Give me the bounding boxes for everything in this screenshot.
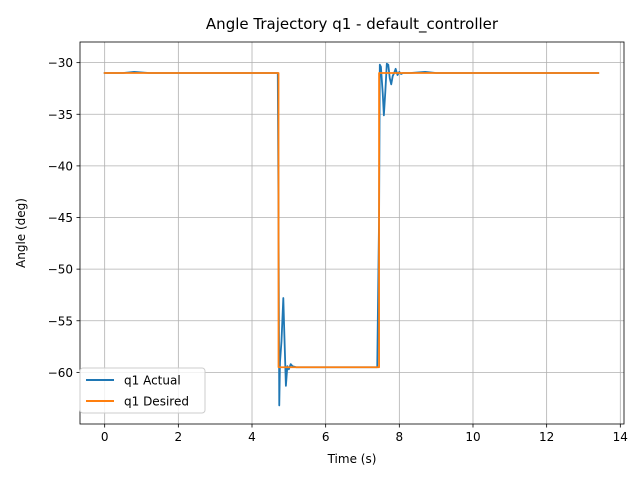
x-tick-label: 4 [248,430,256,444]
x-tick-label: 14 [613,430,628,444]
x-tick-label: 10 [465,430,480,444]
legend-label-q1-desired: q1 Desired [124,395,189,409]
y-ticks: −60 −55 −50 −45 −40 −35 −30 [48,56,80,380]
y-tick-label: −30 [48,56,73,70]
x-tick-label: 8 [396,430,404,444]
y-tick-label: −45 [48,211,73,225]
y-tick-label: −55 [48,314,73,328]
x-tick-label: 12 [539,430,554,444]
x-axis-label: Time (s) [327,452,377,466]
y-axis-label: Angle (deg) [14,198,28,268]
x-ticks: 0 2 4 6 8 10 12 14 [101,424,628,444]
x-tick-label: 2 [175,430,183,444]
y-tick-label: −60 [48,366,73,380]
legend-label-q1-actual: q1 Actual [124,374,181,388]
series-layer [103,62,600,407]
plot-frame [79,41,625,425]
x-tick-label: 0 [101,430,109,444]
series-line-q1-desired [103,72,600,369]
y-tick-label: −35 [48,108,73,122]
y-tick-label: −50 [48,263,73,277]
chart-title: Angle Trajectory q1 - default_controller [206,15,499,34]
y-tick-label: −40 [48,159,73,173]
legend: q1 Actual q1 Desired [79,367,206,414]
x-tick-label: 6 [322,430,330,444]
